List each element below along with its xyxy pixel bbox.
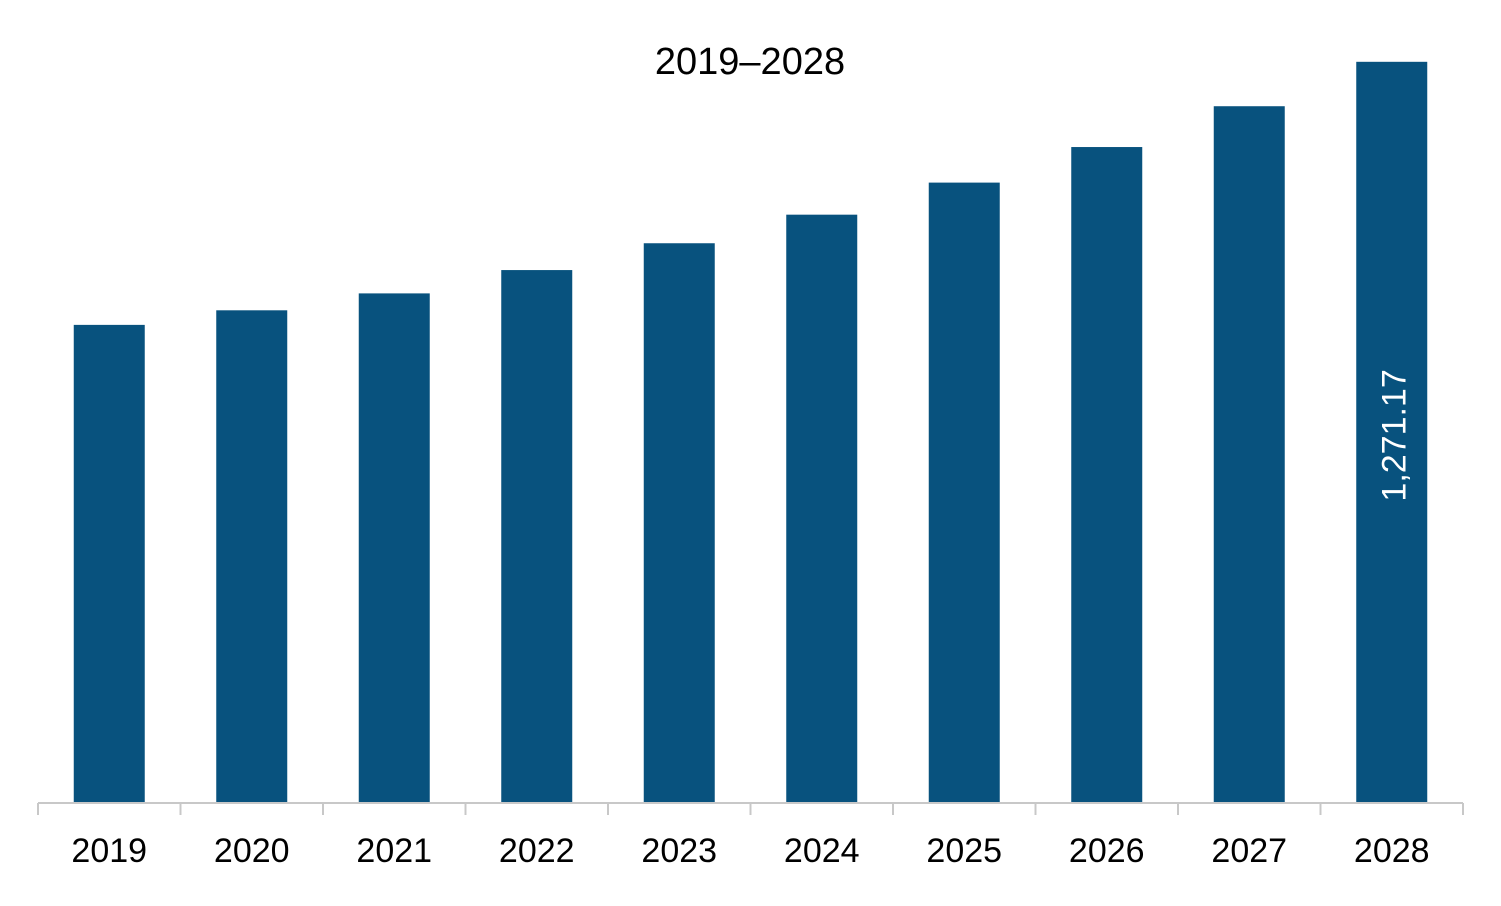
x-tick-label-2020: 2020	[214, 832, 290, 870]
x-tick-label-2024: 2024	[784, 832, 860, 870]
x-tick-labels: 2019 2020 2021 2022 2023 2024 2025 2026 2027 2028	[71, 832, 1429, 870]
bar-2025	[928, 182, 1000, 804]
bar-2028	[1356, 61, 1428, 803]
x-tick-label-2028: 2028	[1354, 832, 1430, 870]
data-labels: 1,271.17	[1376, 369, 1414, 501]
x-tick-label-2022: 2022	[499, 832, 575, 870]
bar-2019	[73, 324, 145, 803]
bar-2026	[1071, 147, 1143, 804]
bar-2027	[1213, 106, 1285, 803]
bar-2024	[786, 214, 858, 803]
x-tick-label-2027: 2027	[1211, 832, 1287, 870]
chart-title: 2019–2028	[655, 41, 845, 83]
x-axis	[37, 802, 1464, 815]
x-tick-label-2021: 2021	[356, 832, 432, 870]
bar-2020	[216, 310, 288, 803]
x-tick-label-2026: 2026	[1069, 832, 1145, 870]
bar-2022	[501, 270, 573, 803]
bar-2021	[358, 293, 430, 803]
x-tick-label-2023: 2023	[641, 832, 717, 870]
x-tick-label-2025: 2025	[926, 832, 1002, 870]
bar-2023	[643, 243, 715, 803]
x-tick-label-2019: 2019	[71, 832, 147, 870]
bars-group	[73, 61, 1428, 804]
data-label-2028: 1,271.17	[1376, 369, 1414, 501]
